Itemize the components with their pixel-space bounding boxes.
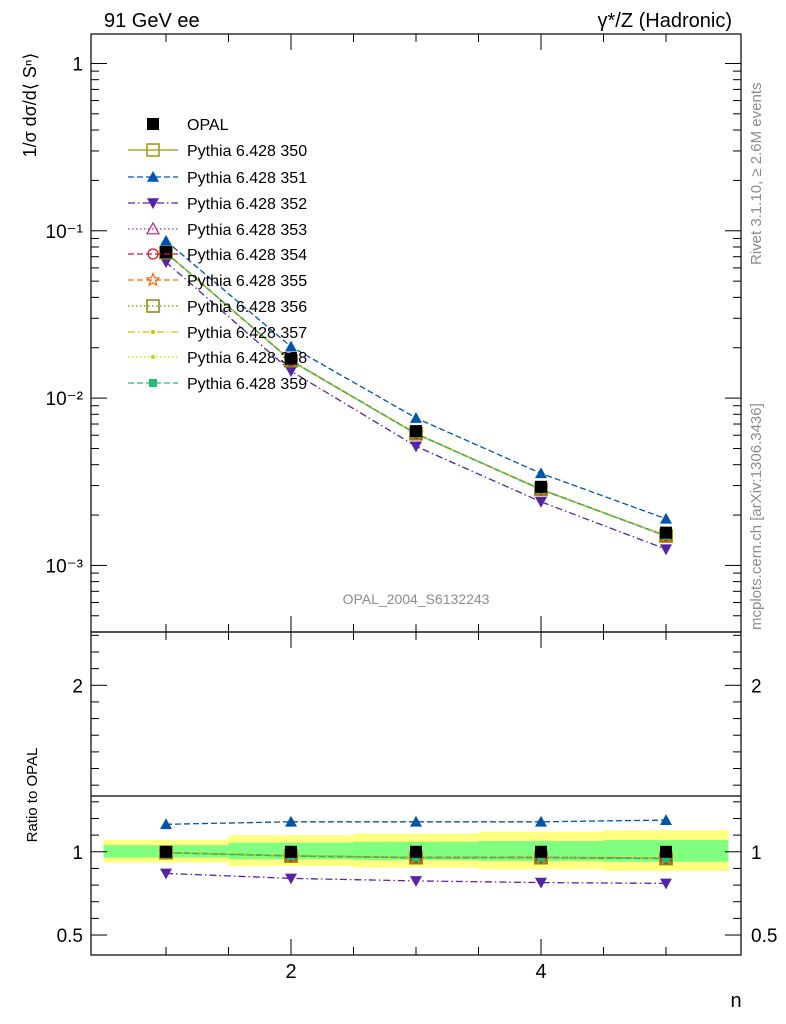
ratio-point-s1-1 <box>285 815 297 827</box>
main-series-line-1 <box>165 252 667 537</box>
ratio-opal-point-0 <box>160 845 172 858</box>
legend-label-8: Pythia 6.428 357 <box>187 325 307 342</box>
ratio-series-line-1 <box>165 819 667 825</box>
main-series-line-5 <box>165 252 667 537</box>
main-point-s2-3 <box>535 467 547 479</box>
ratio-y-tick-label-right-0: 2 <box>751 676 762 697</box>
legend-label-4: Pythia 6.428 353 <box>187 222 307 239</box>
ratio-point-s2-3 <box>535 877 547 889</box>
legend: OPAL Pythia 6.428 350 Pythia 6.428 351 Pyth… <box>128 117 307 393</box>
legend-label-10: Pythia 6.428 359 <box>187 376 307 393</box>
main-point-s3-4 <box>660 544 672 556</box>
ratio-opal-point-3 <box>535 845 547 858</box>
main-series-line-7 <box>165 252 667 537</box>
x-tick-label-1: 4 <box>535 961 546 983</box>
legend-label-0: OPAL <box>187 117 229 134</box>
ratio-point-s2-1 <box>285 873 297 885</box>
main-point-s0-4 <box>660 526 672 539</box>
x-tick-label-0: 2 <box>285 961 296 983</box>
ratio-point-s1-2 <box>410 815 422 827</box>
ratio-point-s1-4 <box>660 814 672 825</box>
legend-marker-4 <box>145 221 161 235</box>
legend-marker-10 <box>149 379 157 387</box>
main-point-s3-1 <box>285 366 297 378</box>
main-point-s0-2 <box>410 425 422 438</box>
legend-label-7: Pythia 6.428 356 <box>187 299 307 316</box>
main-y-tick-label-3: 10⁻³ <box>46 556 84 577</box>
main-point-s0-1 <box>285 352 297 365</box>
legend-label-2: Pythia 6.428 351 <box>187 170 307 187</box>
main-point-s2-0 <box>160 234 172 246</box>
main-y-tick-label-0: 1 <box>72 54 83 75</box>
ratio-point-s1-0 <box>160 818 172 830</box>
legend-label-9: Pythia 6.428 358 <box>187 350 307 367</box>
main-point-s2-2 <box>410 412 422 423</box>
ratio-opal-point-2 <box>410 845 422 858</box>
main-y-tick-label-2: 10⁻² <box>46 389 84 410</box>
ratio-panel: 2 2 1 1 0.5 0.5 Ratio to OPAL 2 4 n <box>24 631 777 1012</box>
header-right-title: γ*/Z (Hadronic) <box>598 10 732 32</box>
main-series-line-8 <box>165 252 667 537</box>
main-series-line-10 <box>165 252 667 537</box>
ratio-y-axis-label: Ratio to OPAL <box>24 748 41 843</box>
ratio-opal-point-4 <box>660 845 672 858</box>
legend-marker-6 <box>145 271 161 287</box>
legend-marker-9 <box>151 355 155 359</box>
ratio-opal-point-1 <box>285 845 297 858</box>
ratio-y-tick-label-right-2: 0.5 <box>751 926 777 947</box>
ratio-series-line-9 <box>165 852 667 860</box>
main-panel: 1 10⁻¹ 10⁻² 10⁻³ 1/σ dσ/d⟨ Sⁿ⟩ OPAL_2004_S6… <box>20 33 742 633</box>
header-left-title: 91 GeV ee <box>104 10 200 32</box>
legend-marker-2 <box>147 171 159 182</box>
main-series-line-3 <box>165 261 667 550</box>
main-y-tick-label-1: 10⁻¹ <box>46 222 84 243</box>
legend-marker-1 <box>146 143 160 157</box>
ratio-point-s9-4 <box>662 854 670 863</box>
legend-label-1: Pythia 6.428 350 <box>187 143 307 160</box>
main-point-s3-2 <box>410 441 422 453</box>
ratio-y-tick-label-left-0: 2 <box>72 676 83 697</box>
legend-marker-7 <box>146 299 160 313</box>
legend-label-6: Pythia 6.428 355 <box>187 273 307 290</box>
ratio-y-tick-label-left-2: 0.5 <box>57 926 83 947</box>
ratio-point-s2-2 <box>410 876 422 887</box>
legend-marker-8 <box>151 330 155 334</box>
main-point-s0-0 <box>160 246 172 259</box>
main-series-line-6 <box>165 252 667 537</box>
rivet-version-label: Rivet 3.1.10, ≥ 2.6M events <box>748 83 765 266</box>
ratio-y-tick-label-right-1: 1 <box>751 843 762 864</box>
main-point-s0-3 <box>535 480 547 493</box>
analysis-label: OPAL_2004_S6132243 <box>343 591 490 607</box>
main-point-s3-3 <box>535 497 547 508</box>
main-point-s3-0 <box>160 257 172 269</box>
ratio-point-s2-4 <box>660 878 672 890</box>
legend-marker-3 <box>147 198 159 209</box>
mcplots-label: mcplots.cern.ch [arXiv:1306.3436] <box>748 403 765 630</box>
legend-label-3: Pythia 6.428 352 <box>187 196 307 213</box>
ratio-point-s1-3 <box>535 815 547 827</box>
main-point-s2-1 <box>285 340 297 352</box>
legend-marker-0 <box>147 118 159 130</box>
main-series-line-4 <box>165 252 667 537</box>
main-y-axis-label: 1/σ dσ/d⟨ Sⁿ⟩ <box>20 53 40 158</box>
legend-marker-5 <box>147 248 159 260</box>
legend-label-5: Pythia 6.428 354 <box>187 247 307 264</box>
x-axis-label: n <box>730 990 741 1012</box>
main-point-s2-4 <box>660 512 672 524</box>
main-series-line-9 <box>165 252 667 537</box>
ratio-y-tick-label-left-1: 1 <box>72 843 83 864</box>
ratio-plot-frame <box>90 631 742 956</box>
ratio-point-s2-0 <box>160 868 172 880</box>
